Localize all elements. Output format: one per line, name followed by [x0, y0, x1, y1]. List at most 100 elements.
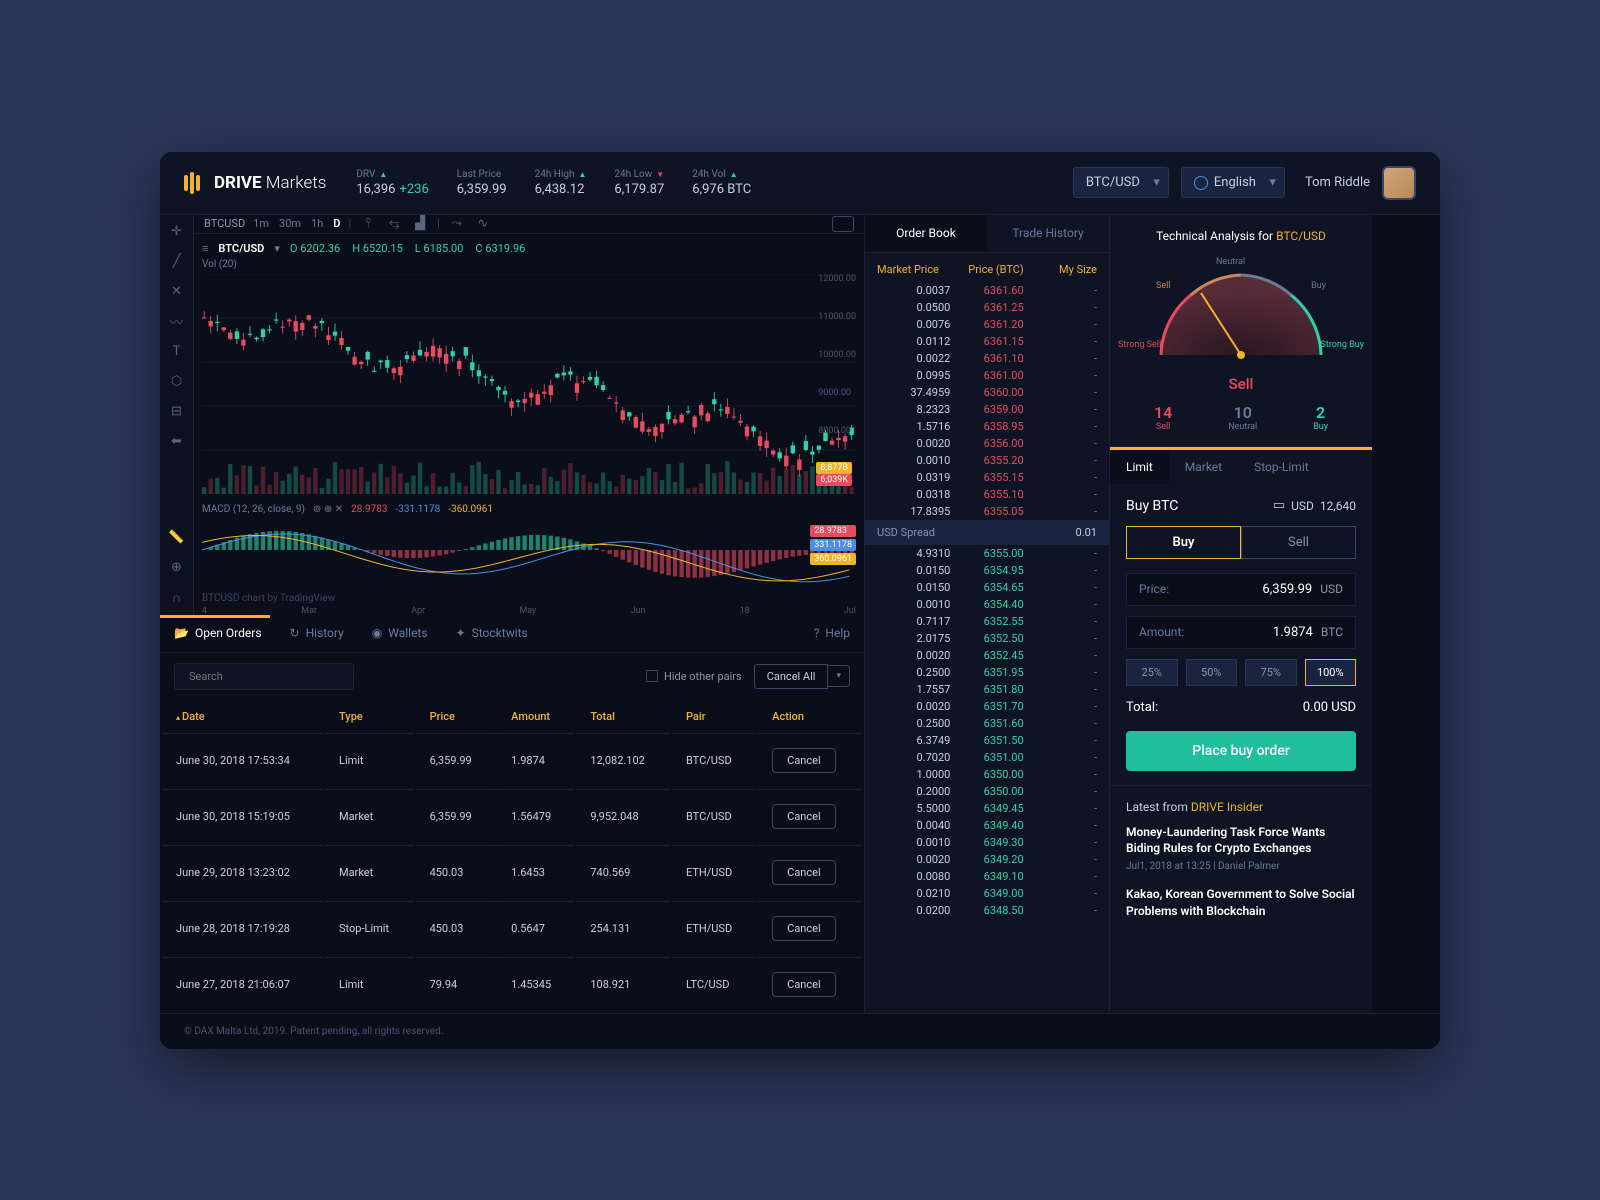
column-header[interactable]: Date: [162, 702, 323, 731]
cancel-button[interactable]: Cancel: [772, 804, 835, 829]
bid-row[interactable]: 5.50006349.45-: [865, 800, 1109, 817]
tab-wallets[interactable]: ◉Wallets: [358, 615, 442, 652]
bid-row[interactable]: 0.00206351.70-: [865, 698, 1109, 715]
fib-icon[interactable]: ✕: [168, 283, 186, 301]
ruler-icon[interactable]: 📏: [168, 529, 186, 547]
tab-open-orders[interactable]: 📂Open Orders: [160, 615, 276, 652]
logo[interactable]: DRIVE Markets: [184, 172, 326, 194]
ask-row[interactable]: 1.57166358.95-: [865, 418, 1109, 435]
levels-icon[interactable]: ⊟: [168, 403, 186, 421]
bid-row[interactable]: 0.02106349.00-: [865, 885, 1109, 902]
bid-row[interactable]: 1.00006350.00-: [865, 766, 1109, 783]
crosshair-icon[interactable]: ✛: [168, 223, 186, 241]
cancel-button[interactable]: Cancel: [772, 916, 835, 941]
column-header[interactable]: Type: [325, 702, 414, 731]
zoom-icon[interactable]: ⊕: [168, 559, 186, 577]
tab-history[interactable]: ↻History: [276, 615, 358, 652]
buy-button[interactable]: Buy: [1126, 526, 1241, 559]
cancel-button[interactable]: Cancel: [772, 748, 835, 773]
pct-button[interactable]: 25%: [1126, 659, 1178, 686]
bid-row[interactable]: 0.20006350.00-: [865, 783, 1109, 800]
bid-row[interactable]: 0.00106354.40-: [865, 596, 1109, 613]
language-selector[interactable]: English: [1181, 167, 1285, 198]
cancel-button[interactable]: Cancel: [772, 860, 835, 885]
bid-row[interactable]: 0.70206351.00-: [865, 749, 1109, 766]
price-input[interactable]: Price: 6,359.99 USD: [1126, 573, 1356, 606]
bid-row[interactable]: 0.01506354.65-: [865, 579, 1109, 596]
pct-button[interactable]: 50%: [1186, 659, 1238, 686]
bid-row[interactable]: 0.00406349.40-: [865, 817, 1109, 834]
ask-row[interactable]: 0.00226361.10-: [865, 350, 1109, 367]
news-item[interactable]: Kakao, Korean Government to Solve Social…: [1126, 886, 1356, 920]
ask-row[interactable]: 0.03186355.10-: [865, 486, 1109, 503]
timeframe-tab[interactable]: 1h: [311, 217, 323, 230]
user-menu[interactable]: Tom Riddle: [1305, 166, 1416, 200]
tab-market[interactable]: Market: [1169, 450, 1238, 484]
hide-pairs-toggle[interactable]: Hide other pairs: [646, 670, 742, 683]
tab-help[interactable]: ?Help: [800, 615, 864, 652]
bid-row[interactable]: 1.75576351.80-: [865, 681, 1109, 698]
indicator-icon[interactable]: ⫯: [359, 215, 377, 233]
bid-row[interactable]: 0.00206349.20-: [865, 851, 1109, 868]
cancel-all-button[interactable]: Cancel All: [754, 664, 829, 689]
chart-canvas[interactable]: ≡ BTC/USD ▾ O 6202.36H 6520.15L 6185.00C…: [194, 234, 864, 624]
cancel-all-dropdown[interactable]: ▾: [828, 665, 850, 687]
pct-button[interactable]: 100%: [1305, 659, 1357, 686]
tab-limit[interactable]: Limit: [1110, 450, 1169, 484]
snapshot-icon[interactable]: [832, 216, 854, 232]
ask-row[interactable]: 37.49596360.00-: [865, 384, 1109, 401]
bid-row[interactable]: 4.93106355.00-: [865, 545, 1109, 562]
bid-row[interactable]: 0.00206352.45-: [865, 647, 1109, 664]
wave-icon[interactable]: ∿: [474, 215, 492, 233]
place-order-button[interactable]: Place buy order: [1126, 731, 1356, 771]
undo-icon[interactable]: ⬅: [168, 433, 186, 451]
ask-row[interactable]: 0.00766361.20-: [865, 316, 1109, 333]
ask-row[interactable]: 0.01126361.15-: [865, 333, 1109, 350]
bid-row[interactable]: 0.25006351.95-: [865, 664, 1109, 681]
bid-row[interactable]: 0.01506354.95-: [865, 562, 1109, 579]
pattern-icon[interactable]: ⬡: [168, 373, 186, 391]
text-icon[interactable]: T: [168, 343, 186, 361]
chart-symbol[interactable]: BTCUSD: [204, 217, 245, 230]
timeframe-tab[interactable]: D: [333, 217, 340, 230]
pair-selector[interactable]: BTC/USD: [1073, 167, 1169, 198]
ask-row[interactable]: 0.00206356.00-: [865, 435, 1109, 452]
ask-row[interactable]: 0.00376361.60-: [865, 282, 1109, 299]
tab-trade-history[interactable]: Trade History: [987, 215, 1109, 252]
search-input[interactable]: [174, 663, 354, 690]
tree-icon[interactable]: ⤳: [448, 215, 466, 233]
timeframe-tab[interactable]: 1m: [253, 217, 269, 230]
news-item[interactable]: Money-Laundering Task Force Wants Biding…: [1126, 824, 1356, 873]
tab-stop-limit[interactable]: Stop-Limit: [1238, 450, 1325, 484]
pct-button[interactable]: 75%: [1245, 659, 1297, 686]
tab-stocktwits[interactable]: ✦Stocktwits: [442, 615, 542, 652]
tab-order-book[interactable]: Order Book: [865, 215, 987, 252]
column-header[interactable]: Action: [758, 702, 862, 731]
bid-row[interactable]: 0.00806349.10-: [865, 868, 1109, 885]
brush-icon[interactable]: 〰: [168, 313, 186, 331]
ask-row[interactable]: 17.83956355.05-: [865, 503, 1109, 520]
ask-row[interactable]: 0.03196355.15-: [865, 469, 1109, 486]
ask-row[interactable]: 0.00106355.20-: [865, 452, 1109, 469]
ask-row[interactable]: 8.23236359.00-: [865, 401, 1109, 418]
amount-input[interactable]: Amount: 1.9874 BTC: [1126, 616, 1356, 649]
column-header[interactable]: Amount: [497, 702, 574, 731]
sell-button[interactable]: Sell: [1241, 526, 1356, 559]
bid-row[interactable]: 6.37496351.50-: [865, 732, 1109, 749]
cancel-button[interactable]: Cancel: [772, 972, 835, 997]
chart-type-icon[interactable]: ▟: [411, 215, 429, 233]
column-header[interactable]: Total: [576, 702, 670, 731]
bid-row[interactable]: 2.01756352.50-: [865, 630, 1109, 647]
bid-row[interactable]: 0.25006351.60-: [865, 715, 1109, 732]
bid-row[interactable]: 0.02006348.50-: [865, 902, 1109, 919]
trendline-icon[interactable]: ╱: [168, 253, 186, 271]
column-header[interactable]: Price: [416, 702, 496, 731]
magnet-icon[interactable]: ∩: [168, 589, 186, 607]
bid-row[interactable]: 0.71176352.55-: [865, 613, 1109, 630]
column-header[interactable]: Pair: [672, 702, 756, 731]
ask-row[interactable]: 0.09956361.00-: [865, 367, 1109, 384]
bid-row[interactable]: 0.00106349.30-: [865, 834, 1109, 851]
timeframe-tab[interactable]: 30m: [279, 217, 301, 230]
compare-icon[interactable]: ⥃: [385, 215, 403, 233]
ask-row[interactable]: 0.05006361.25-: [865, 299, 1109, 316]
